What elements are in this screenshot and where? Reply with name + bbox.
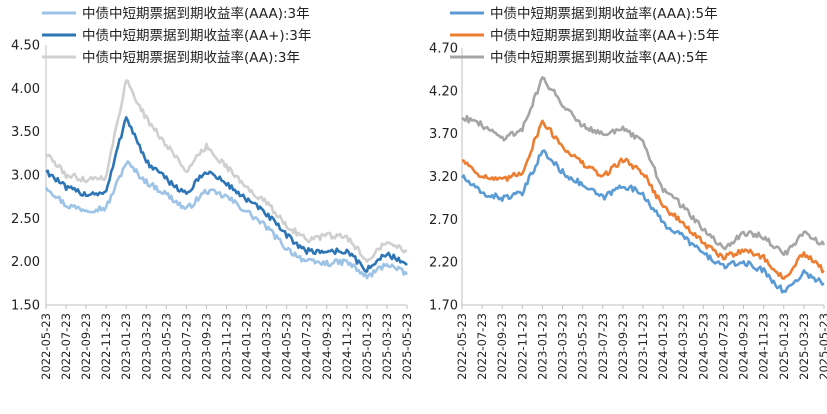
y-tick-label: 2.70 (429, 213, 458, 228)
series-line (44, 160, 409, 280)
chart-left: 1.50 2.00 2.50 3.00 3.50 4.00 4.50 2022-05-23 20… (11, 5, 414, 380)
y-tick-label: 4.00 (11, 82, 40, 97)
x-tick-label: 2024-03-23 (260, 313, 274, 380)
x-tick-label: 2023-01-23 (119, 313, 133, 380)
x-tick-label: 2023-03-23 (556, 313, 570, 380)
x-tick-label: 2024-09-23 (737, 313, 751, 380)
x-tick-label: 2024-07-23 (716, 313, 730, 380)
y-tick-label: 1.50 (11, 299, 40, 314)
legend-label: 中债中短期票据到期收益率(AA+):3年 (82, 27, 311, 44)
y-tick-label: 2.50 (11, 212, 40, 227)
x-tick-label: 2022-05-23 (39, 313, 53, 380)
legend-label: 中债中短期票据到期收益率(AA+):5年 (490, 27, 719, 44)
series-line (461, 76, 826, 257)
x-tick-label: 2022-09-23 (495, 313, 509, 380)
x-tick-label: 2025-01-23 (360, 313, 374, 380)
x-tick-label: 2023-11-23 (220, 313, 234, 380)
x-tick-label: 2024-11-23 (757, 313, 771, 380)
x-tick-label: 2022-09-23 (79, 313, 93, 380)
series-line (460, 149, 825, 294)
series-line (461, 119, 825, 280)
y-tick-label: 3.00 (11, 169, 40, 184)
x-tick-label: 2023-09-23 (199, 313, 213, 380)
y-tick-label: 3.70 (429, 127, 458, 142)
legend-label: 中债中短期票据到期收益率(AA):3年 (82, 49, 300, 66)
y-tick-label: 3.50 (11, 125, 40, 140)
y-tick-label: 4.70 (429, 42, 458, 57)
y-tick-label: 2.20 (429, 256, 458, 271)
x-tick-label: 2024-07-23 (300, 313, 314, 380)
x-tick-label: 2024-11-23 (340, 313, 354, 380)
series-line (45, 79, 408, 263)
x-tick-label: 2023-05-23 (576, 313, 590, 380)
x-tick-label: 2022-07-23 (475, 313, 489, 380)
legend-label: 中债中短期票据到期收益率(AAA):3年 (82, 5, 310, 22)
x-tick-label: 2023-07-23 (179, 313, 193, 380)
x-tick-label: 2023-09-23 (616, 313, 630, 380)
series-line (45, 116, 408, 273)
y-tick-label: 4.20 (429, 84, 458, 99)
x-tick-label: 2024-01-23 (656, 313, 670, 380)
x-tick-label: 2025-03-23 (380, 313, 394, 380)
legend-label: 中债中短期票据到期收益率(AA):5年 (490, 49, 708, 66)
x-tick-label: 2024-05-23 (696, 313, 710, 380)
x-tick-label: 2023-07-23 (596, 313, 610, 380)
x-tick-label: 2025-01-23 (777, 313, 791, 380)
x-tick-label: 2025-03-23 (797, 313, 811, 380)
y-tick-label: 3.20 (429, 170, 458, 185)
y-tick-label: 4.50 (11, 39, 40, 54)
chart-right: 1.70 2.20 2.70 3.20 3.70 4.20 4.70 2022-05-23 20… (429, 5, 827, 380)
x-tick-label: 2024-03-23 (676, 313, 690, 380)
y-tick-label: 1.70 (429, 299, 458, 314)
x-tick-label: 2024-05-23 (280, 313, 294, 380)
x-tick-label: 2022-11-23 (515, 313, 529, 380)
x-tick-label: 2023-01-23 (535, 313, 549, 380)
x-tick-label: 2024-09-23 (320, 313, 334, 380)
x-tick-label: 2025-05-23 (400, 313, 414, 380)
x-tick-label: 2023-05-23 (159, 313, 173, 380)
x-tick-label: 2022-07-23 (59, 313, 73, 380)
legend-label: 中债中短期票据到期收益率(AAA):5年 (490, 5, 718, 22)
y-tick-label: 2.00 (11, 255, 40, 270)
x-tick-label: 2022-05-23 (455, 313, 469, 380)
x-tick-label: 2023-03-23 (139, 313, 153, 380)
x-tick-label: 2024-01-23 (240, 313, 254, 380)
x-tick-label: 2025-05-23 (817, 313, 827, 380)
x-tick-label: 2022-11-23 (99, 313, 113, 380)
x-tick-label: 2023-11-23 (636, 313, 650, 380)
